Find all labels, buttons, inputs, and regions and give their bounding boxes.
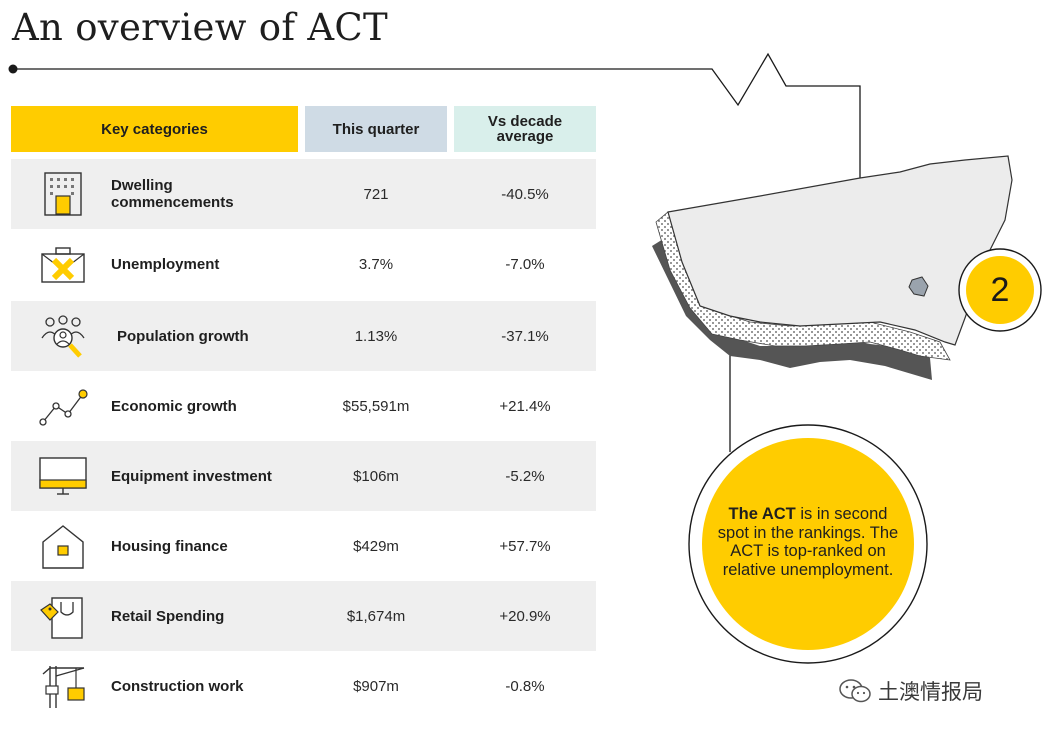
table-row: Economic growth $55,591m +21.4% [11, 371, 596, 441]
row-vs-decade-average: +21.4% [499, 397, 551, 415]
callout-bubble [688, 424, 928, 664]
map-shadow [652, 236, 932, 380]
header-vs-decade-average: Vs decade average [454, 106, 596, 152]
callout-bold: The ACT [728, 505, 796, 523]
row-label: Economic growth [111, 397, 237, 415]
briefcase-icon [41, 247, 85, 283]
row-vs-decade-average: -40.5% [501, 185, 549, 203]
table-row: Equipment investment $106m -5.2% [11, 441, 596, 511]
shopping-bag-icon [40, 597, 83, 639]
monitor-icon [39, 457, 87, 495]
row-label: Population growth [117, 327, 249, 345]
table-row: Population growth 1.13% -37.1% [11, 301, 596, 371]
rank-badge [958, 248, 1042, 332]
building-icon [44, 172, 82, 216]
row-this-quarter: $429m [353, 537, 399, 555]
chat-icon [839, 679, 871, 703]
nsw-map [667, 155, 1013, 346]
table-row: Dwelling commencements 721 -40.5% [11, 159, 596, 229]
people-magnifier-icon [41, 315, 85, 358]
row-vs-decade-average: -37.1% [501, 327, 549, 345]
table-row: Housing finance $429m +57.7% [11, 511, 596, 581]
row-vs-decade-average: -5.2% [505, 467, 545, 485]
row-this-quarter: $106m [353, 467, 399, 485]
row-this-quarter: $55,591m [342, 397, 410, 415]
row-label: Unemployment [111, 255, 220, 273]
row-this-quarter: $1,674m [346, 607, 406, 625]
table-row: Retail Spending $1,674m +20.9% [11, 581, 596, 651]
row-vs-decade-average: +20.9% [499, 607, 551, 625]
row-vs-decade-average: -0.8% [505, 677, 545, 695]
connector-line [13, 52, 861, 178]
header-this-quarter: This quarter [305, 106, 447, 152]
watermark: 土澳情报局 [838, 676, 983, 706]
watermark-text: 土澳情报局 [878, 681, 983, 704]
row-this-quarter: 3.7% [358, 255, 394, 273]
table-row: Unemployment 3.7% -7.0% [11, 229, 596, 299]
row-label: Housing finance [111, 537, 228, 555]
row-label: Equipment investment [111, 467, 272, 485]
rank-number: 2 [990, 270, 1010, 309]
row-label: Dwelling commencements [111, 177, 234, 211]
header-key-categories: Key categories [11, 106, 298, 152]
row-label: Construction work [111, 677, 244, 695]
row-this-quarter: $907m [353, 677, 399, 695]
act-region [908, 276, 929, 297]
row-label: Retail Spending [111, 607, 225, 625]
house-icon [42, 525, 84, 569]
row-this-quarter: 721 [363, 185, 389, 203]
table-row: Construction work $907m -0.8% [11, 651, 596, 721]
page-title: An overview of ACT [12, 6, 388, 49]
row-this-quarter: 1.13% [354, 327, 398, 345]
row-vs-decade-average: +57.7% [499, 537, 551, 555]
crane-icon [42, 666, 85, 708]
callout-text: The ACT is in second spot in the ranking… [712, 505, 904, 579]
row-vs-decade-average: -7.0% [505, 255, 545, 273]
callout-body: is in second spot in the rankings. The A… [717, 505, 899, 579]
trend-line-icon [39, 389, 88, 426]
